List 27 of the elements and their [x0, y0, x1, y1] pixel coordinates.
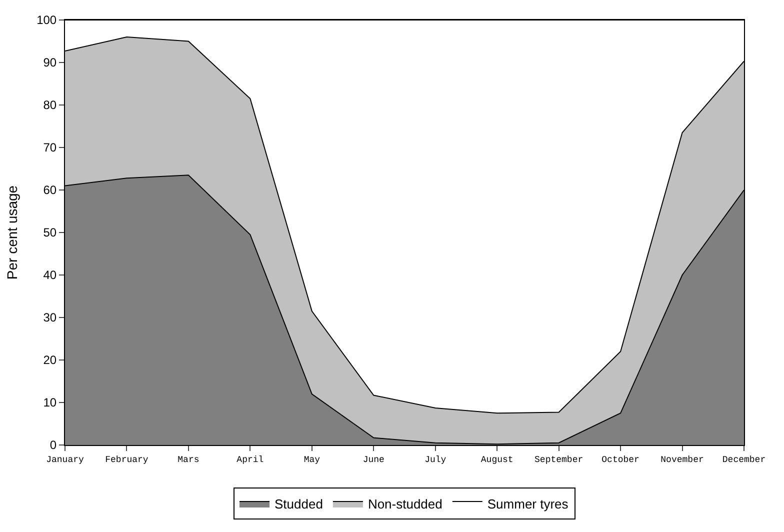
y-tick-label: 30	[43, 310, 57, 325]
y-axis-title: Per cent usage	[4, 185, 20, 280]
y-tick-label: 90	[43, 56, 57, 70]
x-tick-label: October	[602, 454, 640, 465]
x-tick-label: June	[362, 454, 384, 465]
y-tick-label: 0	[50, 438, 57, 452]
x-tick-label: July	[424, 454, 447, 465]
x-tick-label: April	[236, 454, 264, 465]
y-tick-label: 100	[36, 13, 57, 28]
x-tick-label: December	[722, 454, 766, 465]
y-tick-label: 70	[43, 140, 57, 155]
legend-label: Summer tyres	[487, 496, 569, 512]
y-tick-label: 80	[43, 98, 57, 112]
legend-label: Studded	[274, 496, 323, 512]
y-tick-label: 50	[43, 226, 57, 240]
x-tick-label: November	[660, 454, 704, 465]
x-tick-label: Mars	[178, 454, 200, 465]
y-tick-label: 10	[43, 396, 57, 410]
legend-label: Non-studded	[368, 496, 442, 512]
x-tick-label: May	[304, 454, 321, 465]
x-tick-label: January	[46, 454, 84, 465]
x-tick-label: September	[534, 454, 584, 465]
y-tick-label: 20	[43, 353, 57, 368]
x-tick-label: February	[105, 454, 149, 465]
x-tick-label: August	[480, 454, 514, 465]
y-tick-label: 40	[43, 268, 57, 282]
y-tick-label: 60	[43, 183, 57, 198]
